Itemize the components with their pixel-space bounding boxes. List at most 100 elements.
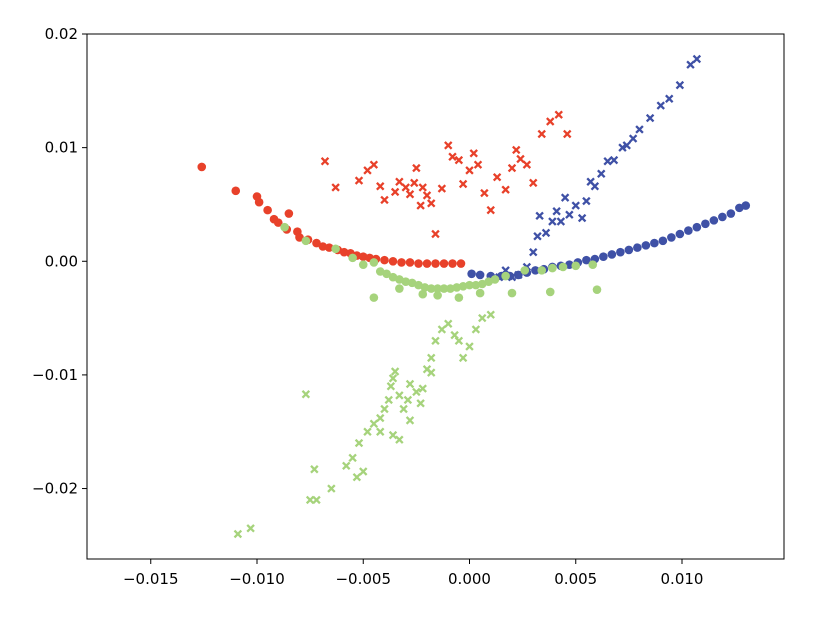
data-point-cross bbox=[645, 113, 655, 123]
data-point-cross bbox=[444, 141, 453, 150]
data-point-circle bbox=[433, 291, 442, 300]
data-point-cross bbox=[692, 54, 702, 64]
data-point-circle bbox=[401, 277, 411, 287]
data-point-cross bbox=[401, 183, 410, 192]
x-tick-label: 0.010 bbox=[661, 570, 704, 588]
data-point-cross bbox=[352, 472, 362, 482]
data-point-circle bbox=[295, 233, 304, 242]
data-point-circle bbox=[422, 259, 432, 268]
data-point-circle bbox=[558, 262, 568, 272]
data-point-cross bbox=[363, 166, 372, 175]
data-point-circle bbox=[420, 283, 430, 292]
data-point-circle bbox=[418, 289, 428, 299]
data-point-circle bbox=[433, 284, 442, 293]
data-point-circle bbox=[501, 271, 510, 281]
data-point-cross bbox=[399, 404, 408, 414]
data-point-cross bbox=[554, 110, 563, 119]
data-point-cross bbox=[437, 325, 447, 334]
data-point-circle bbox=[490, 275, 500, 284]
x-tick-label: −0.005 bbox=[335, 570, 391, 588]
data-point-circle bbox=[431, 259, 440, 268]
data-point-cross bbox=[533, 232, 542, 241]
data-point-cross bbox=[327, 484, 336, 493]
data-point-cross bbox=[609, 155, 619, 165]
data-point-cross bbox=[552, 207, 561, 216]
data-point-circle bbox=[348, 253, 357, 263]
y-axis: 0.02 0.01 0.00 −0.01 −0.02 bbox=[32, 25, 87, 498]
data-point-cross bbox=[431, 229, 440, 239]
data-point-circle bbox=[675, 229, 685, 239]
data-point-cross bbox=[665, 94, 674, 103]
data-point-cross bbox=[395, 391, 404, 400]
data-point-cross bbox=[458, 179, 468, 189]
data-point-circle bbox=[592, 285, 602, 294]
data-point-cross bbox=[388, 374, 398, 383]
data-point-circle bbox=[641, 241, 651, 250]
data-point-circle bbox=[358, 260, 368, 269]
data-point-cross bbox=[454, 336, 464, 346]
data-point-circle bbox=[684, 226, 693, 235]
data-point-cross bbox=[582, 196, 591, 206]
data-point-cross bbox=[233, 529, 243, 539]
data-point-circle bbox=[452, 283, 462, 292]
data-point-cross bbox=[622, 141, 631, 150]
data-point-cross bbox=[416, 399, 425, 408]
data-point-cross bbox=[418, 183, 427, 192]
data-point-cross bbox=[376, 427, 385, 436]
data-point-circle bbox=[624, 245, 634, 255]
data-point-circle bbox=[471, 280, 481, 290]
data-point-circle bbox=[197, 162, 207, 172]
data-point-cross bbox=[565, 210, 574, 219]
data-point-cross bbox=[635, 125, 644, 134]
x-tick-label: 0.005 bbox=[554, 570, 597, 588]
data-point-cross bbox=[427, 199, 436, 208]
data-point-cross bbox=[535, 211, 544, 221]
data-point-cross bbox=[405, 190, 415, 199]
data-point-cross bbox=[577, 213, 587, 223]
data-point-cross bbox=[675, 80, 685, 90]
data-point-cross bbox=[405, 379, 415, 389]
data-point-cross bbox=[390, 367, 400, 376]
data-point-cross bbox=[618, 143, 627, 152]
y-tick-label: −0.02 bbox=[32, 480, 78, 498]
data-point-circle bbox=[458, 281, 468, 291]
data-point-cross bbox=[529, 247, 538, 257]
data-point-cross bbox=[628, 134, 638, 143]
data-point-circle bbox=[545, 287, 555, 297]
data-point-circle bbox=[582, 255, 591, 265]
data-point-cross bbox=[516, 154, 525, 164]
data-point-cross bbox=[656, 101, 665, 110]
data-point-circle bbox=[537, 266, 547, 275]
y-tick-label: 0.02 bbox=[45, 25, 78, 43]
data-point-cross bbox=[454, 155, 464, 165]
data-point-cross bbox=[390, 187, 400, 197]
data-point-cross bbox=[384, 395, 393, 405]
data-point-cross bbox=[376, 413, 385, 423]
data-point-circle bbox=[520, 266, 530, 275]
data-point-cross bbox=[603, 157, 612, 166]
data-point-cross bbox=[522, 160, 532, 169]
data-point-circle bbox=[254, 197, 264, 207]
data-point-circle bbox=[414, 259, 423, 268]
data-point-cross bbox=[458, 353, 468, 363]
data-point-circle bbox=[369, 258, 379, 267]
data-point-cross bbox=[348, 453, 357, 463]
data-point-cross bbox=[431, 336, 440, 346]
data-point-cross bbox=[448, 152, 457, 161]
data-point-circle bbox=[465, 280, 474, 290]
data-point-cross bbox=[437, 184, 447, 193]
data-point-circle bbox=[718, 212, 727, 222]
data-point-cross bbox=[354, 438, 364, 448]
data-point-cross bbox=[380, 404, 389, 414]
data-point-circle bbox=[301, 236, 311, 246]
data-point-cross bbox=[501, 185, 510, 194]
data-point-cross bbox=[305, 495, 315, 505]
data-point-circle bbox=[318, 242, 328, 251]
data-point-circle bbox=[405, 258, 415, 267]
data-point-circle bbox=[701, 219, 710, 229]
data-point-cross bbox=[403, 395, 413, 405]
data-point-cross bbox=[386, 382, 396, 391]
data-point-cross bbox=[422, 191, 432, 200]
data-point-cross bbox=[548, 217, 557, 226]
data-point-circle bbox=[397, 258, 406, 267]
